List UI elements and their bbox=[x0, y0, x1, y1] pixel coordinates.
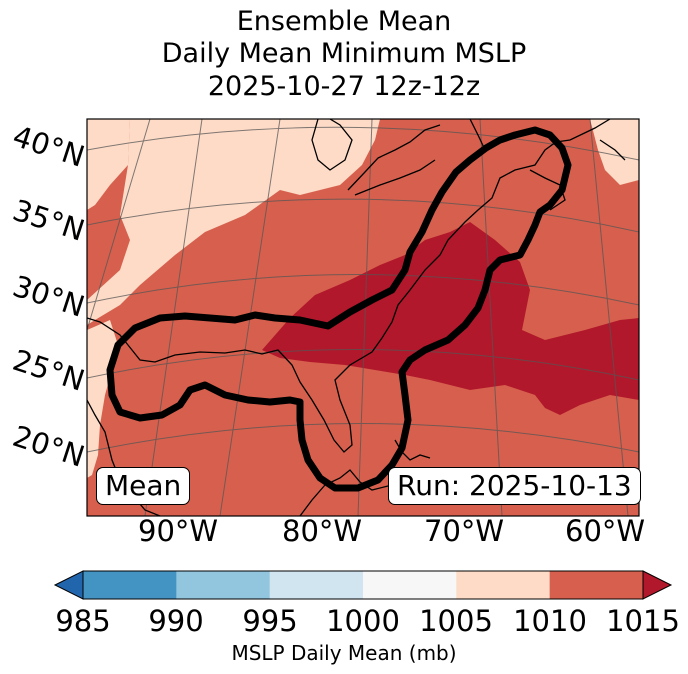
field-light-north bbox=[87, 119, 380, 325]
colorbar-tick-1000: 1000 bbox=[326, 604, 400, 638]
colorbar-tick-1015: 1015 bbox=[606, 604, 680, 638]
title-line-1: Ensemble Mean bbox=[236, 6, 452, 37]
ensemble-contour bbox=[106, 126, 572, 492]
colorbar-bin-1005-1010 bbox=[456, 571, 551, 599]
map-frame bbox=[86, 118, 640, 517]
graticule bbox=[87, 119, 639, 516]
lon-label-70w: 70°W bbox=[424, 514, 505, 548]
colorbar bbox=[53, 570, 673, 600]
colorbar-under-arrow bbox=[53, 570, 84, 600]
lon-label-80w: 80°W bbox=[282, 514, 363, 548]
colorbar-tick-985: 985 bbox=[55, 604, 111, 638]
field-light-west bbox=[87, 119, 130, 210]
colorbar-tick-1005: 1005 bbox=[419, 604, 493, 638]
lon-label-60w: 60°W bbox=[565, 514, 646, 548]
colorbar-bin-985-990 bbox=[83, 571, 177, 599]
annotation-run-date: Run: 2025-10-13 bbox=[388, 467, 641, 505]
title-line-3: 2025-10-27 12z-12z bbox=[207, 71, 481, 102]
lon-label-90w: 90°W bbox=[138, 514, 219, 548]
field-light-northeast bbox=[590, 119, 639, 185]
colorbar-bin-995-1000 bbox=[269, 571, 364, 599]
colorbar-bins bbox=[83, 571, 644, 599]
colorbar-bin-1010-1015 bbox=[549, 571, 644, 599]
title-line-2: Daily Mean Minimum MSLP bbox=[161, 38, 527, 69]
colorbar-over-arrow bbox=[642, 570, 673, 600]
colorbar-tick-995: 995 bbox=[242, 604, 298, 638]
colorbar-tick-1010: 1010 bbox=[513, 604, 587, 638]
colorbar-label: MSLP Daily Mean (mb) bbox=[231, 641, 457, 665]
colorbar-tick-990: 990 bbox=[148, 604, 204, 638]
colorbar-bin-1000-1005 bbox=[363, 571, 457, 599]
annotation-mean: Mean bbox=[96, 467, 191, 505]
field-dark bbox=[262, 222, 639, 415]
colorbar-frame bbox=[82, 570, 644, 600]
colorbar-bin-990-995 bbox=[176, 571, 271, 599]
